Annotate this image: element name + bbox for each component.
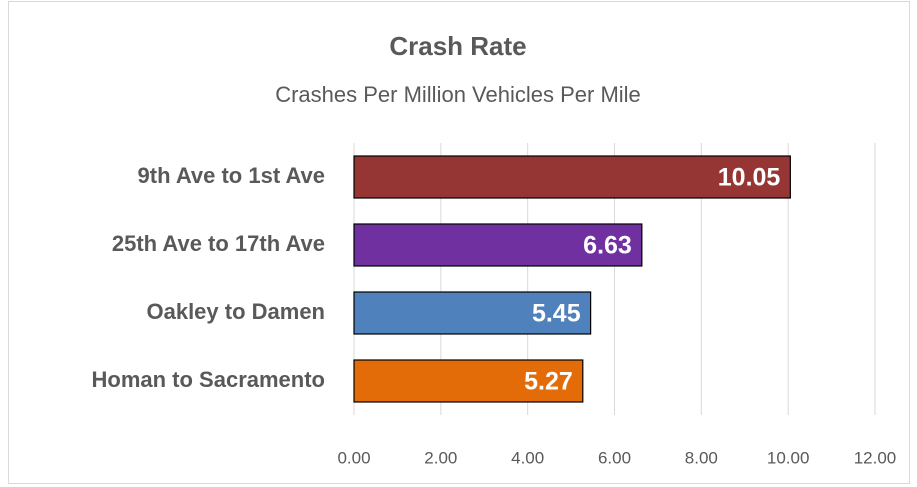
data-label: 5.27 — [524, 368, 573, 396]
data-label: 5.45 — [532, 300, 581, 328]
x-tick-label: 0.00 — [337, 448, 370, 467]
data-label: 10.05 — [718, 164, 781, 192]
chart-title: Crash Rate — [389, 31, 526, 61]
x-tick-label: 2.00 — [424, 448, 457, 467]
y-tick-label: 9th Ave to 1st Ave — [138, 163, 325, 188]
y-tick-label: 25th Ave to 17th Ave — [112, 231, 325, 256]
x-tick-label: 10.00 — [767, 448, 810, 467]
chart-subtitle: Crashes Per Million Vehicles Per Mile — [275, 82, 641, 107]
x-tick-label: 8.00 — [685, 448, 718, 467]
x-tick-label: 4.00 — [511, 448, 544, 467]
x-tick-label: 6.00 — [598, 448, 631, 467]
bar — [353, 155, 791, 199]
bar — [353, 223, 643, 267]
bar — [353, 359, 584, 403]
y-tick-label: Oakley to Damen — [146, 299, 325, 324]
y-tick-label: Homan to Sacramento — [92, 367, 326, 392]
data-label: 6.63 — [583, 232, 632, 260]
x-tick-label: 12.00 — [854, 448, 897, 467]
bar — [353, 291, 592, 335]
